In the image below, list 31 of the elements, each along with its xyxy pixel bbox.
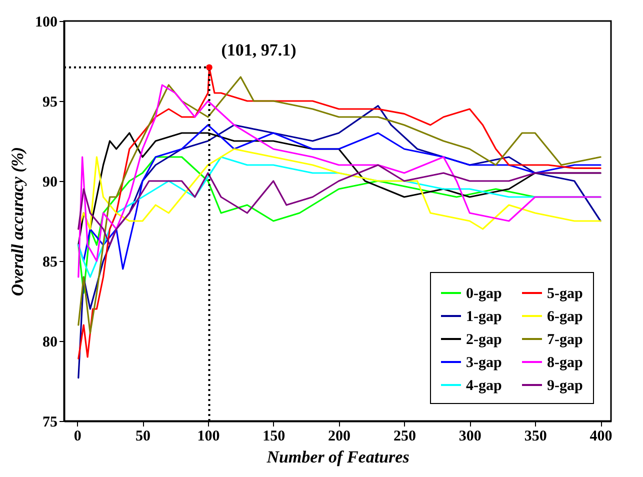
legend-label: 7-gap xyxy=(547,332,583,348)
y-axis-title: Overall accuracy (%) xyxy=(8,146,27,296)
y-tick-label: 100 xyxy=(35,14,58,30)
y-tick-label: 90 xyxy=(42,174,58,190)
legend-label: 8-gap xyxy=(547,355,583,371)
y-tick-label: 85 xyxy=(42,254,58,270)
x-tick-label: 350 xyxy=(524,428,547,444)
x-tick-label: 50 xyxy=(136,428,151,444)
x-tick-label: 0 xyxy=(74,428,82,444)
x-tick-label: 200 xyxy=(328,428,351,444)
legend-label: 0-gap xyxy=(466,286,502,302)
line-series xyxy=(78,105,602,379)
x-tick-label: 400 xyxy=(590,428,612,444)
line-series xyxy=(78,84,602,278)
line-series xyxy=(78,164,602,246)
legend-label: 4-gap xyxy=(466,378,502,394)
legend-label: 5-gap xyxy=(547,286,583,302)
y-tick-label: 80 xyxy=(42,334,58,350)
x-tick-label: 150 xyxy=(262,428,286,444)
x-tick-label: 250 xyxy=(393,428,416,444)
y-tick-label: 75 xyxy=(42,414,58,430)
legend-label: 2-gap xyxy=(466,332,502,348)
legend-label: 3-gap xyxy=(466,355,502,371)
annotation: (101, 97.1) xyxy=(221,40,296,60)
y-tick-label: 95 xyxy=(42,94,58,110)
x-tick-label: 100 xyxy=(197,428,220,444)
legend-label: 9-gap xyxy=(547,378,583,394)
x-axis-title: Number of Features xyxy=(266,448,410,466)
legend-label: 1-gap xyxy=(466,309,502,325)
legend-label: 6-gap xyxy=(547,309,583,325)
x-tick-label: 300 xyxy=(458,428,482,444)
